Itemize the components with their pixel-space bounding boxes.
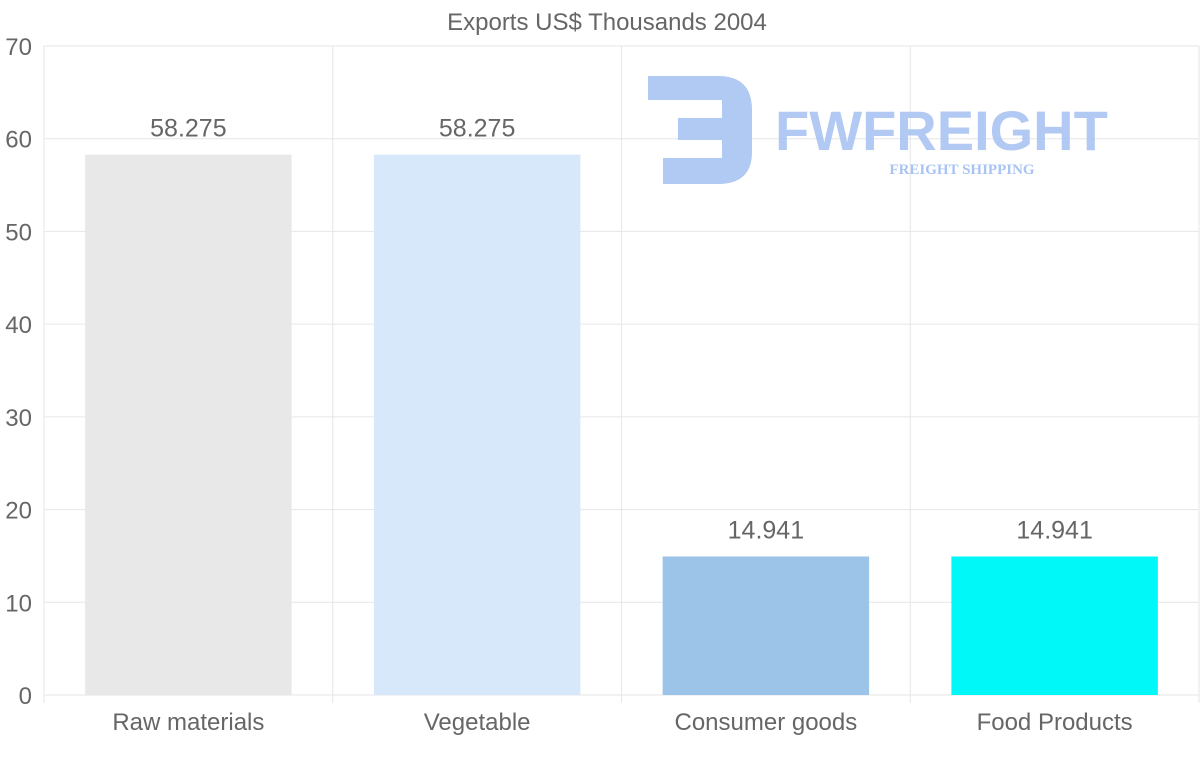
bar-value-label: 14.941 (1016, 516, 1092, 544)
watermark-brand: FWFREIGHT (775, 99, 1108, 162)
y-tick-label: 40 (5, 312, 32, 339)
x-tick-label: Consumer goods (674, 709, 857, 736)
bar-food-products[interactable] (951, 556, 1158, 695)
value-labels: 58.275 58.275 14.941 14.941 (150, 115, 1093, 545)
x-axis-ticks: Raw materials Vegetable Consumer goods Food… (112, 709, 1132, 736)
bar-raw-materials[interactable] (85, 154, 292, 695)
bars (85, 154, 1158, 695)
y-tick-label: 30 (5, 405, 32, 432)
y-tick-label: 10 (5, 590, 32, 617)
y-tick-label: 0 (19, 683, 32, 710)
y-axis-ticks: 0 10 20 30 40 50 60 70 (5, 34, 32, 710)
bar-value-label: 58.275 (150, 115, 226, 143)
y-tick-label: 20 (5, 498, 32, 525)
y-tick-label: 60 (5, 127, 32, 154)
watermark-logo: FWFREIGHT FREIGHT SHIPPING (648, 76, 1108, 184)
y-tick-label: 70 (5, 34, 32, 61)
bar-vegetable[interactable] (373, 154, 581, 695)
x-tick-label: Food Products (977, 709, 1133, 736)
y-tick-label: 50 (5, 219, 32, 246)
x-tick-label: Vegetable (424, 709, 531, 736)
watermark-tagline: FREIGHT SHIPPING (889, 162, 1034, 178)
bar-value-label: 14.941 (728, 516, 804, 544)
fw-logo-icon (648, 76, 752, 184)
chart-title: Exports US$ Thousands 2004 (447, 9, 767, 36)
bar-consumer-goods[interactable] (662, 556, 870, 695)
x-tick-label: Raw materials (112, 709, 264, 736)
bar-value-label: 58.275 (439, 115, 515, 143)
